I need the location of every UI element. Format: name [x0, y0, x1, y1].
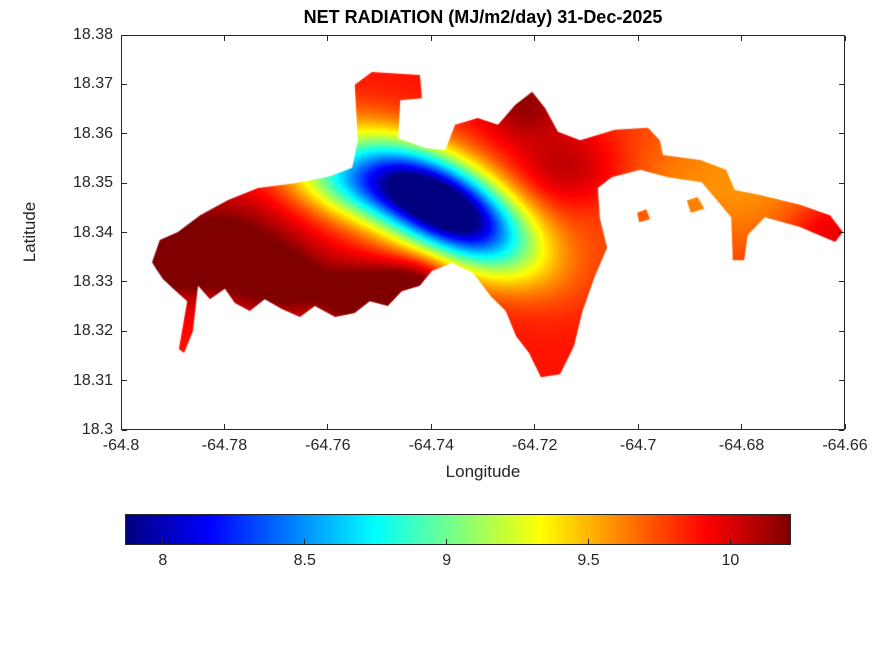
chart-title: NET RADIATION (MJ/m2/day) 31-Dec-2025	[303, 7, 663, 27]
y-tick-label: 18.31	[72, 371, 113, 389]
x-tick-label: -64.76	[305, 437, 351, 454]
y-tick-label: 18.3	[81, 421, 113, 438]
y-tick-label: 18.37	[72, 75, 113, 93]
colorbar-tick-label: 8.5	[293, 552, 316, 569]
y-tick-mark	[122, 34, 127, 36]
y-tick-label: 18.32	[72, 322, 113, 340]
y-tick-mark	[839, 281, 844, 283]
x-tick-mark	[741, 424, 743, 429]
y-tick-mark	[839, 133, 844, 135]
y-tick-label: 18.34	[72, 223, 113, 241]
y-tick-mark	[122, 133, 127, 135]
x-axis-label: Longitude	[445, 462, 521, 481]
colorbar-tick-mark	[446, 539, 448, 544]
map-canvas	[121, 35, 845, 430]
colorbar-tick-label: 10	[721, 552, 740, 569]
x-tick-mark	[534, 36, 536, 41]
y-axis-label: Latitude	[20, 201, 39, 263]
colorbar-canvas	[126, 515, 790, 544]
y-tick-label: 18.35	[72, 174, 113, 192]
y-tick-mark	[122, 330, 127, 332]
y-tick-mark	[122, 232, 127, 233]
x-tick-mark	[844, 424, 846, 429]
colorbar-tick-label: 9.5	[577, 552, 600, 569]
x-tick-mark	[327, 424, 329, 429]
y-tick-label: 18.33	[72, 272, 113, 290]
y-tick-mark	[839, 232, 844, 233]
x-tick-mark	[430, 424, 432, 429]
colorbar-tick-mark	[304, 539, 306, 544]
y-tick-mark	[839, 34, 844, 36]
x-tick-mark	[327, 36, 329, 41]
y-tick-mark	[122, 281, 127, 283]
x-tick-label: -64.7	[619, 437, 657, 454]
x-tick-mark	[534, 424, 536, 429]
x-tick-label: -64.72	[512, 437, 558, 454]
y-tick-mark	[839, 330, 844, 332]
colorbar-tick-mark	[162, 539, 164, 544]
y-tick-label: 18.38	[72, 26, 113, 43]
y-tick-mark	[122, 380, 127, 382]
colorbar	[125, 514, 791, 545]
y-tick-mark	[839, 429, 844, 431]
y-tick-mark	[839, 83, 844, 85]
x-tick-mark	[637, 424, 639, 429]
x-tick-mark	[844, 36, 846, 41]
y-tick-mark	[839, 182, 844, 184]
x-tick-label: -64.74	[408, 437, 454, 454]
x-tick-mark	[637, 36, 639, 41]
colorbar-tick-label: 9	[442, 552, 452, 569]
y-tick-mark	[839, 380, 844, 382]
x-tick-label: -64.78	[201, 437, 248, 454]
x-tick-mark	[430, 36, 432, 41]
x-tick-mark	[120, 36, 122, 41]
colorbar-tick-mark	[588, 539, 590, 544]
x-tick-mark	[223, 36, 225, 41]
x-tick-label: -64.68	[718, 437, 765, 454]
y-tick-mark	[122, 429, 127, 431]
x-tick-mark	[741, 36, 743, 41]
y-tick-label: 18.36	[72, 124, 113, 142]
x-tick-mark	[223, 424, 225, 429]
x-tick-mark	[120, 424, 122, 429]
x-tick-label: -64.8	[102, 437, 140, 454]
colorbar-tick-mark	[729, 539, 731, 544]
y-tick-mark	[122, 83, 127, 85]
x-tick-label: -64.66	[822, 437, 868, 454]
colorbar-tick-label: 8	[158, 552, 168, 569]
y-tick-mark	[122, 182, 127, 184]
